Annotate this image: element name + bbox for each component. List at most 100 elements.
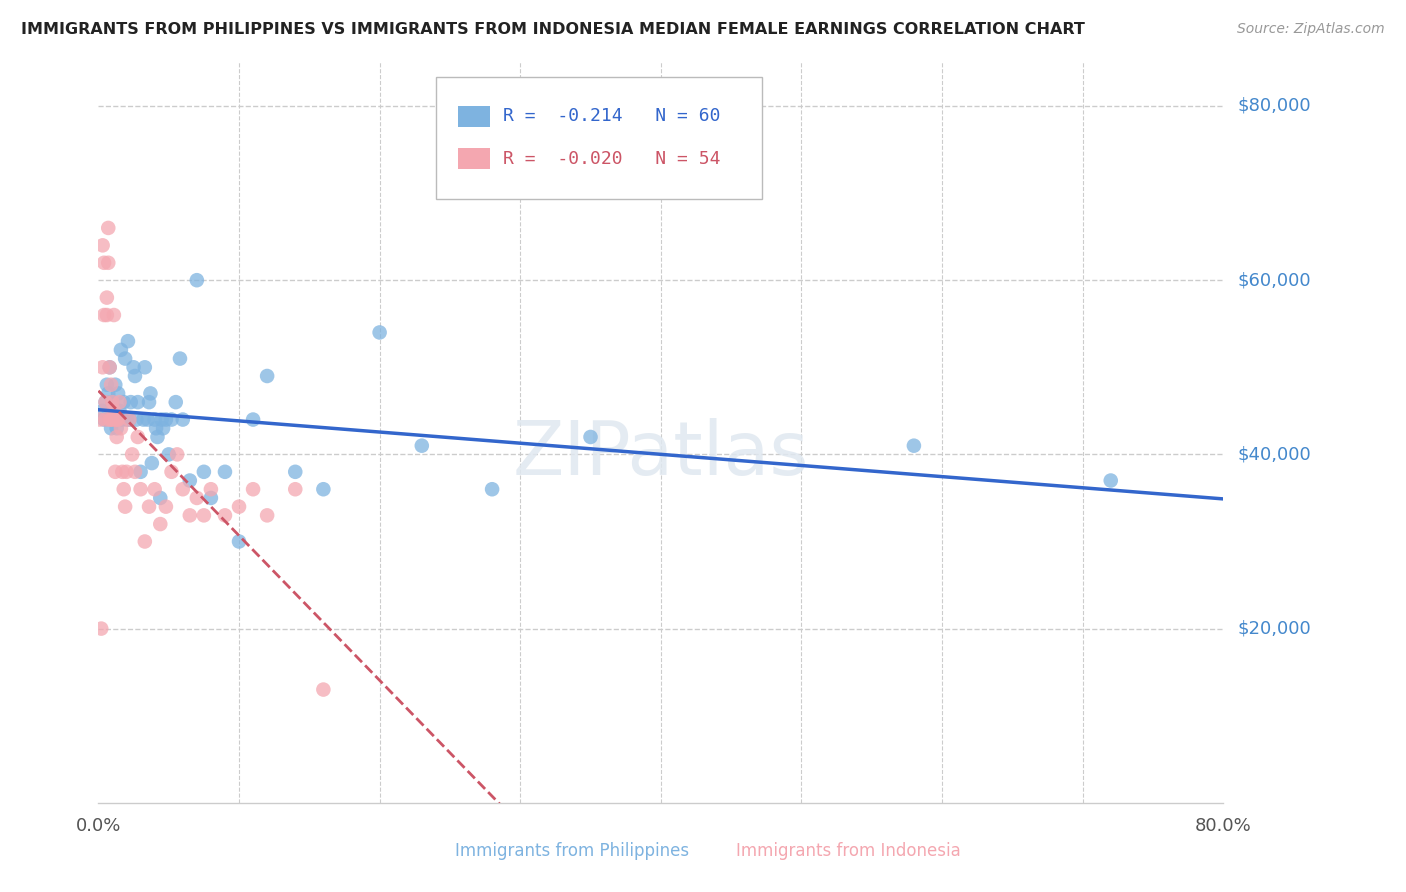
Point xyxy=(143,482,166,496)
Point xyxy=(155,412,177,426)
Point xyxy=(284,482,307,496)
Point xyxy=(129,482,152,496)
Point xyxy=(115,465,138,479)
Point xyxy=(101,395,124,409)
Point xyxy=(179,508,201,523)
Point xyxy=(160,465,183,479)
Point xyxy=(118,412,141,426)
Point xyxy=(186,491,208,505)
Point xyxy=(166,447,188,461)
Point xyxy=(138,395,160,409)
Point xyxy=(98,360,121,375)
Point xyxy=(145,421,167,435)
Text: IMMIGRANTS FROM PHILIPPINES VS IMMIGRANTS FROM INDONESIA MEDIAN FEMALE EARNINGS : IMMIGRANTS FROM PHILIPPINES VS IMMIGRANT… xyxy=(21,22,1085,37)
Point xyxy=(150,412,173,426)
Point xyxy=(96,377,118,392)
Point xyxy=(90,622,112,636)
Point xyxy=(111,465,134,479)
Point xyxy=(256,508,278,523)
Point xyxy=(242,412,264,426)
Point xyxy=(107,412,129,426)
Point xyxy=(143,412,166,426)
Point xyxy=(97,221,120,235)
Point xyxy=(134,360,156,375)
Point xyxy=(125,412,148,426)
Point xyxy=(157,447,180,461)
Point xyxy=(110,421,132,435)
Point xyxy=(579,430,602,444)
Point xyxy=(127,430,149,444)
Point xyxy=(93,412,115,426)
Point xyxy=(118,412,141,426)
Point xyxy=(200,482,222,496)
Point xyxy=(214,508,236,523)
Point xyxy=(903,439,925,453)
Bar xyxy=(700,843,725,859)
Point xyxy=(108,404,131,418)
Point xyxy=(122,360,145,375)
Point xyxy=(228,500,250,514)
Point xyxy=(155,500,177,514)
Point xyxy=(193,508,215,523)
Text: R =  -0.214   N = 60: R = -0.214 N = 60 xyxy=(503,108,721,126)
Point xyxy=(103,308,125,322)
Point xyxy=(105,412,128,426)
Point xyxy=(96,308,118,322)
Point xyxy=(120,395,142,409)
Point xyxy=(172,482,194,496)
Point xyxy=(93,256,115,270)
Point xyxy=(94,395,117,409)
Point xyxy=(96,291,118,305)
Point xyxy=(193,465,215,479)
Point xyxy=(138,500,160,514)
Point xyxy=(93,308,115,322)
FancyBboxPatch shape xyxy=(436,78,762,200)
Text: $60,000: $60,000 xyxy=(1237,271,1310,289)
Point xyxy=(101,395,124,409)
Point xyxy=(101,412,124,426)
Point xyxy=(132,412,155,426)
Point xyxy=(411,439,433,453)
Bar xyxy=(458,148,489,169)
Point xyxy=(312,682,335,697)
Point xyxy=(110,343,132,357)
Text: Source: ZipAtlas.com: Source: ZipAtlas.com xyxy=(1237,22,1385,37)
Point xyxy=(146,430,169,444)
Point xyxy=(98,412,121,426)
Point xyxy=(149,491,172,505)
Text: R =  -0.020   N = 54: R = -0.020 N = 54 xyxy=(503,150,721,168)
Bar xyxy=(419,843,444,859)
Text: $20,000: $20,000 xyxy=(1237,620,1310,638)
Point xyxy=(141,456,163,470)
Point xyxy=(89,412,111,426)
Point xyxy=(97,386,120,401)
Point xyxy=(111,412,134,426)
Point xyxy=(214,465,236,479)
Point xyxy=(100,412,122,426)
Point xyxy=(256,369,278,384)
Point xyxy=(112,482,135,496)
Point xyxy=(179,474,201,488)
Point xyxy=(169,351,191,366)
Point xyxy=(115,412,138,426)
Point xyxy=(97,256,120,270)
Point xyxy=(149,517,172,532)
Point xyxy=(104,377,127,392)
Point xyxy=(100,377,122,392)
Point xyxy=(103,412,125,426)
Point xyxy=(312,482,335,496)
Point xyxy=(152,421,174,435)
Point xyxy=(284,465,307,479)
Point xyxy=(94,395,117,409)
Point xyxy=(186,273,208,287)
Point xyxy=(91,404,114,418)
Point xyxy=(124,369,146,384)
Point xyxy=(117,334,139,348)
Point xyxy=(100,421,122,435)
Point xyxy=(108,395,131,409)
Point xyxy=(112,395,135,409)
Point xyxy=(136,412,159,426)
Point xyxy=(139,386,162,401)
Text: Immigrants from Indonesia: Immigrants from Indonesia xyxy=(737,842,960,860)
Point xyxy=(91,238,114,252)
